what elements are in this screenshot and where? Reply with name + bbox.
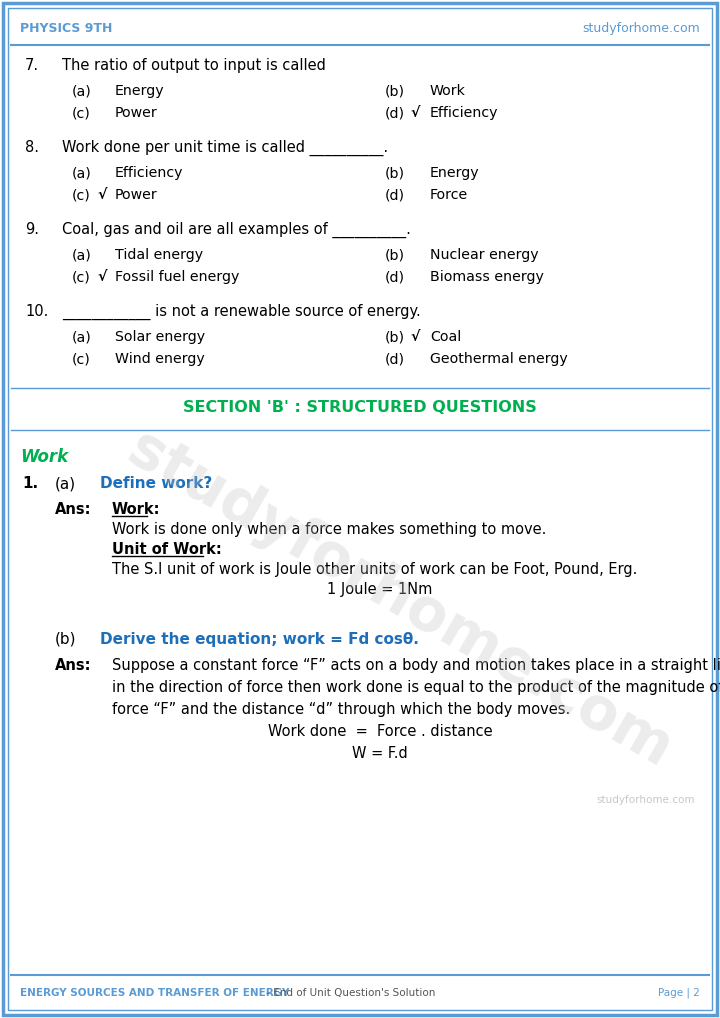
Text: studyforhome.com: studyforhome.com (118, 420, 682, 779)
Text: ENERGY SOURCES AND TRANSFER OF ENERGY: ENERGY SOURCES AND TRANSFER OF ENERGY (20, 988, 289, 998)
Text: (c): (c) (72, 270, 91, 284)
Text: Work: Work (430, 84, 466, 98)
Text: (c): (c) (72, 352, 91, 366)
Text: force “F” and the distance “d” through which the body moves.: force “F” and the distance “d” through w… (112, 702, 570, 717)
Text: Biomass energy: Biomass energy (430, 270, 544, 284)
Text: √: √ (97, 188, 107, 202)
Text: Power: Power (115, 188, 158, 202)
Text: Solar energy: Solar energy (115, 330, 205, 344)
Text: (b): (b) (385, 330, 405, 344)
Text: Derive the equation; work = Fd cosθ.: Derive the equation; work = Fd cosθ. (100, 632, 419, 647)
Text: √: √ (410, 106, 419, 120)
Text: 9.: 9. (25, 222, 39, 237)
Text: The ratio of output to input is called: The ratio of output to input is called (62, 58, 326, 73)
Text: 10.: 10. (25, 304, 48, 319)
Text: 1 Joule = 1Nm: 1 Joule = 1Nm (328, 582, 433, 597)
Text: Work is done only when a force makes something to move.: Work is done only when a force makes som… (112, 522, 546, 538)
Text: Energy: Energy (115, 84, 165, 98)
Text: Work:: Work: (112, 502, 161, 517)
Text: Energy: Energy (430, 166, 480, 180)
Text: Unit of Work:: Unit of Work: (112, 542, 222, 557)
Text: (c): (c) (72, 188, 91, 202)
Text: - End of Unit Question's Solution: - End of Unit Question's Solution (263, 988, 436, 998)
Text: Suppose a constant force “F” acts on a body and motion takes place in a straight: Suppose a constant force “F” acts on a b… (112, 658, 720, 673)
Text: Ans:: Ans: (55, 502, 91, 517)
Text: studyforhome.com: studyforhome.com (596, 795, 695, 805)
Text: Work done  =  Force . distance: Work done = Force . distance (268, 724, 492, 739)
Text: in the direction of force then work done is equal to the product of the magnitud: in the direction of force then work done… (112, 680, 720, 695)
Text: (b): (b) (55, 632, 76, 647)
Text: Power: Power (115, 106, 158, 120)
Text: Coal, gas and oil are all examples of __________.: Coal, gas and oil are all examples of __… (62, 222, 411, 238)
Text: (d): (d) (385, 270, 405, 284)
Text: Efficiency: Efficiency (115, 166, 184, 180)
Text: ____________ is not a renewable source of energy.: ____________ is not a renewable source o… (62, 304, 420, 321)
Text: Work: Work (20, 448, 68, 466)
Text: (b): (b) (385, 84, 405, 98)
Text: (d): (d) (385, 352, 405, 366)
Text: Page | 2: Page | 2 (658, 987, 700, 999)
Text: Work done per unit time is called __________.: Work done per unit time is called ______… (62, 140, 388, 156)
Text: W = F.d: W = F.d (352, 746, 408, 761)
Text: (d): (d) (385, 106, 405, 120)
Text: Force: Force (430, 188, 468, 202)
Text: (b): (b) (385, 166, 405, 180)
Text: √: √ (410, 330, 419, 344)
Text: Nuclear energy: Nuclear energy (430, 248, 539, 262)
Text: Define work?: Define work? (100, 476, 212, 491)
Text: (a): (a) (55, 476, 76, 491)
Text: Coal: Coal (430, 330, 462, 344)
Text: Efficiency: Efficiency (430, 106, 498, 120)
Text: 8.: 8. (25, 140, 39, 155)
Text: (b): (b) (385, 248, 405, 262)
Text: √: √ (97, 270, 107, 284)
Text: Wind energy: Wind energy (115, 352, 204, 366)
Text: 7.: 7. (25, 58, 39, 73)
Text: Tidal energy: Tidal energy (115, 248, 203, 262)
Text: studyforhome.com: studyforhome.com (582, 21, 700, 35)
Text: Fossil fuel energy: Fossil fuel energy (115, 270, 239, 284)
Text: Ans:: Ans: (55, 658, 91, 673)
Text: 1.: 1. (22, 476, 38, 491)
Text: (c): (c) (72, 106, 91, 120)
Text: SECTION 'B' : STRUCTURED QUESTIONS: SECTION 'B' : STRUCTURED QUESTIONS (183, 400, 537, 415)
Text: (a): (a) (72, 166, 91, 180)
Text: PHYSICS 9TH: PHYSICS 9TH (20, 21, 112, 35)
Text: (a): (a) (72, 248, 91, 262)
Text: The S.I unit of work is Joule other units of work can be Foot, Pound, Erg.: The S.I unit of work is Joule other unit… (112, 562, 637, 577)
Text: (d): (d) (385, 188, 405, 202)
Text: (a): (a) (72, 330, 91, 344)
Text: (a): (a) (72, 84, 91, 98)
Text: Geothermal energy: Geothermal energy (430, 352, 568, 366)
